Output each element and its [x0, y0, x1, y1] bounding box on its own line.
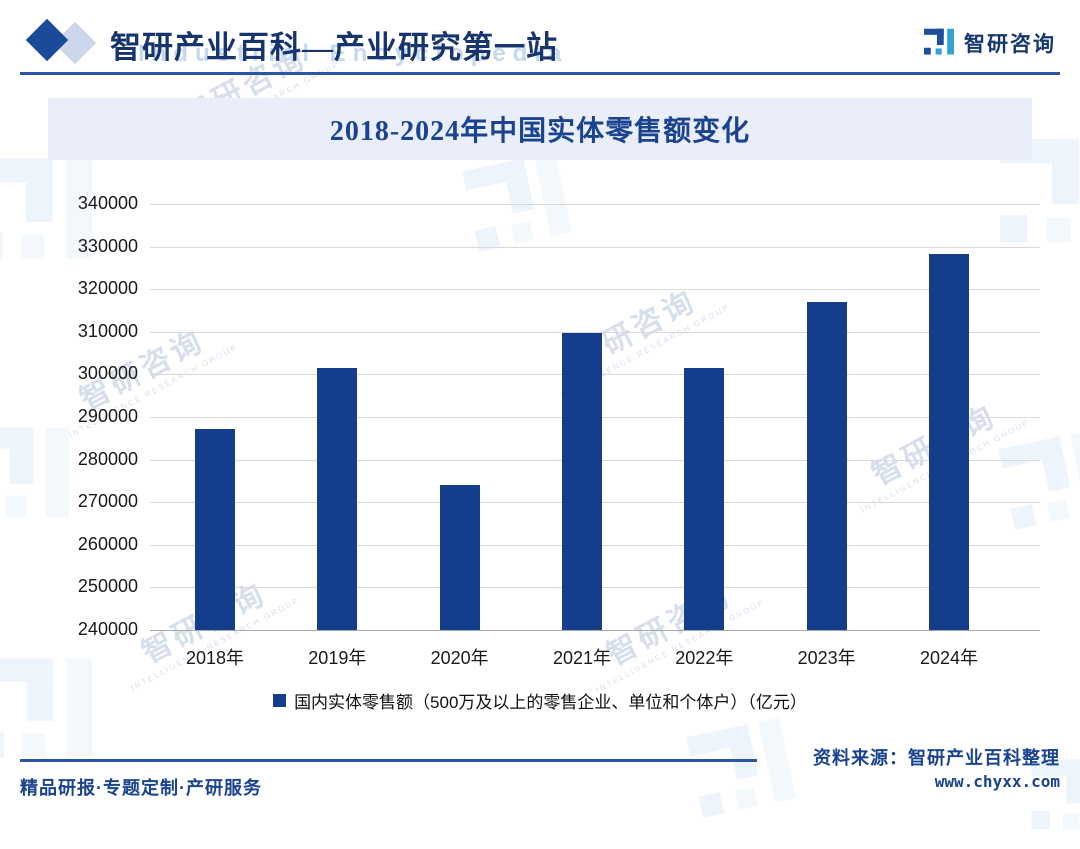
x-axis-tick-label: 2018年 [185, 648, 245, 668]
chart-title: 2018-2024年中国实体零售额变化 [329, 116, 751, 147]
y-axis-tick-label: 320000 [77, 278, 138, 299]
diamond-dark-icon [25, 18, 69, 62]
page-title: 智研产业百科—产业研究第一站 [110, 30, 558, 65]
bar-2022年 [684, 368, 725, 630]
x-axis-tick-label: 2022年 [675, 648, 734, 668]
y-axis-tick-label: 310000 [77, 320, 138, 341]
services-tagline: 精品研报·专题定制·产研服务 [20, 778, 262, 798]
legend-marker [273, 694, 287, 707]
y-axis-tick-label: 270000 [77, 491, 138, 512]
x-axis-tick-label: 2024年 [919, 648, 978, 668]
bar-2023年 [806, 302, 847, 630]
gridline [150, 246, 1040, 248]
brand-logo: 智研咨询 [922, 26, 1056, 60]
chart-title-banner: 2018-2024年中国实体零售额变化 [48, 98, 1032, 160]
x-axis-tick-label: 2021年 [552, 648, 611, 668]
header-divider [20, 72, 1060, 75]
y-axis-tick-label: 300000 [77, 363, 138, 384]
website-url: www.chyxx.com [934, 772, 1060, 791]
bar-2021年 [561, 332, 602, 630]
y-axis-tick-label: 260000 [77, 533, 138, 554]
header-english-watermark: Industrial Encyclopedia [138, 40, 569, 67]
gridline [150, 331, 1040, 333]
y-axis-tick-label: 280000 [77, 448, 138, 469]
brand-diamond-logo-icon [25, 18, 100, 65]
gridline [150, 289, 1040, 291]
footer: 资料来源：智研产业百科整理 www.chyxx.com 精品研报·专题定制·产研… [0, 726, 1080, 811]
y-axis-tick-label: 340000 [77, 193, 138, 213]
x-axis-tick-label: 2020年 [430, 648, 489, 668]
bar-2018年 [195, 428, 235, 630]
x-axis-line [150, 630, 1040, 631]
legend-label: 国内实体零售额（500万及以上的零售企业、单位和个体户）（亿元） [294, 693, 807, 712]
y-axis-tick-label: 290000 [77, 406, 138, 426]
y-axis-tick-label: 240000 [77, 619, 138, 639]
zhiyan-logo-icon [922, 26, 956, 60]
y-axis-tick-label: 330000 [77, 235, 138, 256]
footer-divider [20, 759, 757, 762]
bar-2019年 [317, 368, 358, 630]
y-axis-tick-label: 250000 [77, 576, 138, 597]
bar-2020年 [439, 485, 480, 630]
x-axis-tick-label: 2023年 [797, 648, 856, 668]
x-axis-tick-label: 2019年 [308, 648, 367, 668]
chart-legend: 国内实体零售额（500万及以上的零售企业、单位和个体户）（亿元） [0, 688, 1080, 713]
gridline [150, 204, 1040, 205]
data-source-text: 资料来源：智研产业百科整理 [813, 748, 1060, 768]
bar-chart: 240000 250000 260000 270000 280000 290000 3000… [77, 193, 1040, 668]
brand-name: 智研咨询 [964, 33, 1056, 56]
header: Industrial Encyclopedia 智研产业百科—产业研究第一站 智… [25, 14, 1060, 70]
bar-2024年 [928, 254, 969, 630]
